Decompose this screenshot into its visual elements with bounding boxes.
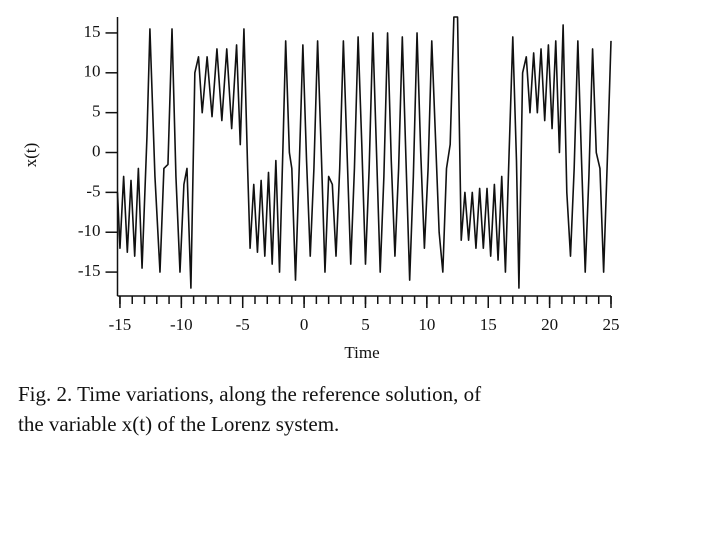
- x-tick-label: 15: [480, 315, 497, 334]
- y-tick-label: 15: [84, 22, 101, 41]
- x-tick-label: -10: [170, 315, 193, 334]
- caption-line: Fig. 2. Time variations, along the refer…: [18, 382, 481, 406]
- x-tick-label: -5: [236, 315, 250, 334]
- y-tick-label: 10: [84, 62, 101, 81]
- x-tick-label: 5: [361, 315, 370, 334]
- x-tick-label: 25: [603, 315, 620, 334]
- y-tick-label: 0: [92, 141, 101, 160]
- x-tick-label: 10: [418, 315, 435, 334]
- x-tick-label: 20: [541, 315, 558, 334]
- y-axis-label: x(t): [21, 143, 40, 168]
- y-tick-label: -15: [78, 261, 101, 280]
- caption-line: the variable x(t) of the Lorenz system.: [18, 412, 339, 436]
- y-tick-label: 5: [92, 102, 101, 121]
- y-tick-label: -5: [86, 181, 100, 200]
- x-tick-label: 0: [300, 315, 309, 334]
- y-tick-label: -10: [78, 221, 101, 240]
- x-tick-label: -15: [109, 315, 132, 334]
- data-line: [116, 16, 612, 289]
- x-axis-label: Time: [344, 343, 379, 362]
